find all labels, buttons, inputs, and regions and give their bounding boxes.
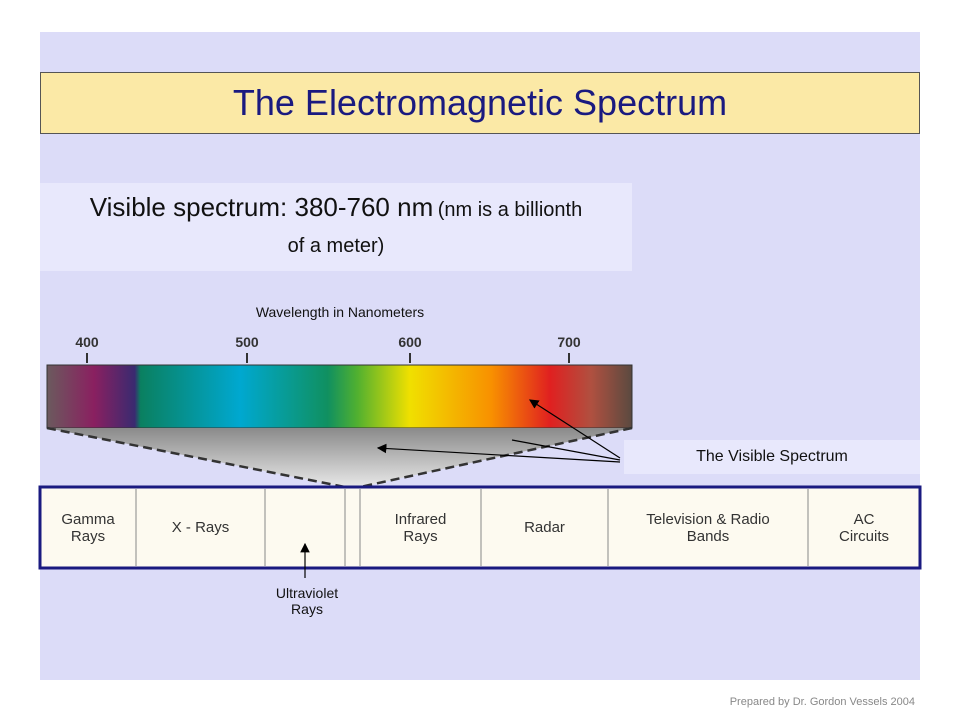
band-label: X - Rays: [171, 519, 230, 536]
spectrum-bar: [46, 364, 633, 429]
band-label: Radar: [524, 519, 565, 536]
tick-label: 500: [235, 334, 259, 350]
tick-label: 400: [75, 334, 99, 350]
zoom-cone: [47, 428, 632, 487]
panel: [40, 32, 920, 680]
band-box: [38, 485, 922, 570]
scale-label: Wavelength in Nanometers: [255, 304, 425, 320]
ultraviolet-callout: Ultraviolet Rays: [275, 585, 339, 617]
arrows: [300, 399, 621, 578]
title: The Electromagnetic Spectrum: [40, 72, 920, 134]
band-dividers: [135, 489, 809, 566]
cone-edge: [46, 426, 633, 489]
subtitle: Visible spectrum: 380-760 nm (nm is a bi…: [40, 183, 632, 271]
band-label: Infrared Rays: [394, 510, 447, 545]
footer: Prepared by Dr. Gordon Vessels 2004: [729, 696, 915, 708]
subtitle-main: Visible spectrum: 380-760 nm: [89, 191, 434, 222]
tick-label: 700: [557, 334, 581, 350]
band-label: Gamma Rays: [61, 510, 115, 545]
subtitle-note: (nm is a billionth of a meter): [287, 198, 583, 257]
ticks: 400 500 600 700: [75, 334, 581, 363]
subtitle-text: Visible spectrum: 380-760 nm (nm is a bi…: [80, 190, 592, 265]
tick-label: 600: [398, 334, 422, 350]
visible-callout: The Visible Spectrum: [624, 440, 920, 474]
band-label: AC Circuits: [838, 510, 889, 545]
band-label: Television & Radio Bands: [646, 510, 770, 545]
